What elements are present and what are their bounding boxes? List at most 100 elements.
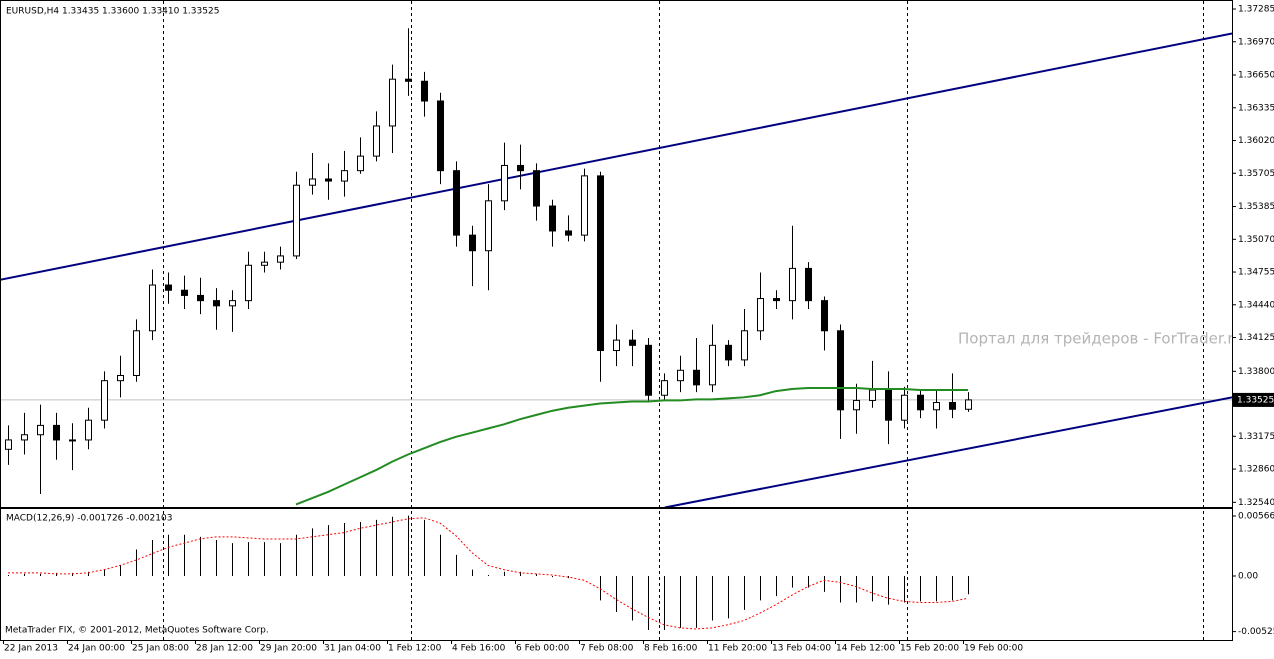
y-tick-label: 1.33175 [1238, 432, 1274, 442]
x-tick-label: 25 Jan 08:00 [132, 644, 189, 654]
x-tick-label: 4 Feb 16:00 [452, 644, 506, 654]
y-tick-label: 1.36335 [1238, 103, 1274, 113]
candle-body [214, 301, 220, 306]
candle-body [294, 185, 300, 256]
candle-body [326, 179, 332, 181]
candle-body [886, 390, 892, 420]
candle-body [70, 440, 76, 441]
candle-body [486, 201, 492, 251]
x-tick-label: 1 Feb 12:00 [388, 644, 442, 654]
candle-body [150, 285, 156, 331]
y-tick-label: 1.34125 [1238, 333, 1274, 343]
candle-body [166, 285, 172, 290]
y-tick-label: 1.33800 [1238, 367, 1274, 377]
x-tick-label: 6 Feb 00:00 [516, 644, 570, 654]
candle-body [678, 370, 684, 380]
candle-body [374, 126, 380, 156]
candle-body [438, 101, 444, 171]
y-tick-label: 1.34755 [1238, 268, 1274, 278]
y-tick-label: 1.34440 [1238, 300, 1274, 310]
candle-body [390, 79, 396, 126]
macd-title: MACD(12,26,9) -0.001726 -0.002103 [6, 514, 172, 524]
x-tick-label: 19 Feb 00:00 [964, 644, 1023, 654]
x-tick-label: 13 Feb 04:00 [772, 644, 831, 654]
candle-body [806, 268, 812, 300]
y-tick-label: 0.005666 [1238, 512, 1274, 522]
candle-body [582, 176, 588, 235]
watermark: Портал для трейдеров - ForTrader.ru [958, 330, 1243, 348]
candle-body [854, 400, 860, 409]
x-tick-label: 28 Jan 12:00 [196, 644, 253, 654]
candle-body [758, 299, 764, 331]
y-tick-label: 1.36650 [1238, 71, 1274, 81]
candle-body [870, 390, 876, 400]
candle-body [822, 301, 828, 331]
candle-body [342, 171, 348, 181]
candle-body [262, 262, 268, 265]
candle-body [790, 268, 796, 300]
candle-body [966, 400, 972, 409]
x-tick-label: 11 Feb 20:00 [708, 644, 767, 654]
candle-body [694, 370, 700, 385]
y-tick-label: -0.00525 [1238, 627, 1274, 637]
x-tick-label: 8 Feb 16:00 [644, 644, 698, 654]
candle-body [742, 331, 748, 360]
candle-body [278, 256, 284, 262]
footer: MetaTrader FIX, © 2001-2012, MetaQuotes … [5, 626, 269, 636]
chart-title: EURUSD,H4 1.33435 1.33600 1.33410 1.3352… [6, 7, 219, 17]
candle-body [230, 301, 236, 306]
candle-body [662, 381, 668, 396]
candle-body [566, 231, 572, 235]
x-tick-label: 24 Jan 00:00 [68, 644, 125, 654]
y-tick-label: 1.35070 [1238, 235, 1274, 245]
x-tick-label: 22 Jan 2013 [4, 644, 58, 654]
candle-body [246, 265, 252, 300]
candle-body [22, 435, 28, 440]
candle-body [534, 171, 540, 206]
candle-body [422, 81, 428, 101]
current-price-label: 1.33525 [1237, 395, 1274, 405]
x-tick-label: 15 Feb 20:00 [900, 644, 959, 654]
candle-body [838, 331, 844, 410]
candle-body [902, 395, 908, 420]
candle-body [454, 171, 460, 235]
candle-body [710, 345, 716, 385]
candle-body [134, 331, 140, 376]
x-tick-label: 31 Jan 04:00 [324, 644, 381, 654]
candle-body [118, 375, 124, 380]
candle-body [550, 206, 556, 231]
x-tick-label: 14 Feb 12:00 [836, 644, 895, 654]
y-tick-label: 1.36970 [1238, 37, 1274, 47]
candle-body [358, 156, 364, 171]
candle-body [86, 420, 92, 440]
candle-body [726, 345, 732, 360]
candle-body [518, 165, 524, 170]
candle-body [502, 165, 508, 200]
candle-body [614, 340, 620, 350]
candle-body [6, 440, 12, 449]
x-tick-label: 29 Jan 20:00 [260, 644, 317, 654]
candle-body [646, 345, 652, 395]
candle-body [774, 299, 780, 301]
y-tick-label: 1.32860 [1238, 465, 1274, 475]
candle-body [38, 425, 44, 434]
y-tick-label: 1.32540 [1238, 498, 1274, 508]
y-tick-label: 1.35385 [1238, 202, 1274, 212]
candle-body [102, 381, 108, 421]
candle-body [630, 340, 636, 345]
y-tick-label: 1.36020 [1238, 136, 1274, 146]
y-tick-label: 0.00 [1238, 572, 1258, 582]
candle-body [198, 295, 204, 300]
candle-body [310, 179, 316, 185]
candle-body [470, 235, 476, 251]
candle-body [918, 395, 924, 410]
candle-body [598, 176, 604, 351]
candle-body [934, 403, 940, 410]
candle-body [182, 290, 188, 295]
y-tick-label: 1.35705 [1238, 169, 1274, 179]
candle-body [54, 425, 60, 440]
candle-body [950, 403, 956, 410]
y-tick-label: 1.37285 [1238, 5, 1274, 15]
